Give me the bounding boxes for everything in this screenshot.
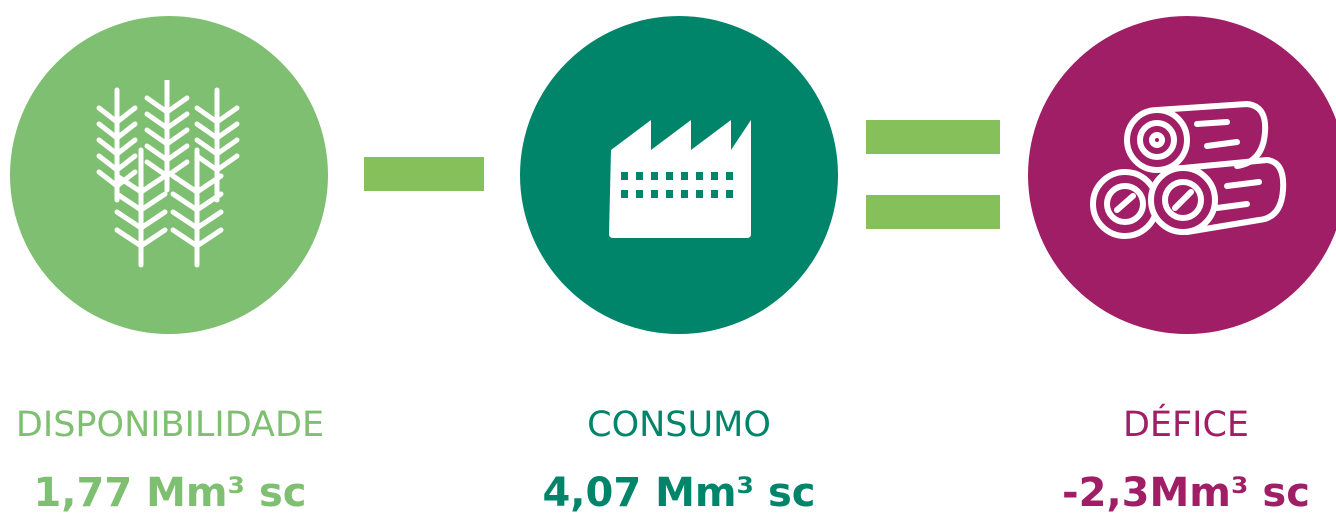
availability-value: 1,77 Mm³ sc bbox=[33, 470, 307, 516]
availability-label: DISPONIBILIDADE bbox=[15, 405, 325, 445]
tree-front-right bbox=[170, 147, 224, 268]
tree-back-middle bbox=[144, 80, 190, 193]
consumption-label: CONSUMO bbox=[587, 405, 771, 445]
availability-circle bbox=[10, 16, 328, 334]
equals-operator-top bbox=[866, 120, 1000, 154]
factory-icon bbox=[609, 120, 751, 238]
deficit-value: -2,3Mm³ sc bbox=[1062, 470, 1310, 516]
forest-icon bbox=[96, 80, 240, 268]
deficit-label: DÉFICE bbox=[1122, 405, 1250, 445]
tree-back-right bbox=[194, 87, 240, 203]
consumption-circle bbox=[520, 16, 838, 334]
deficit-circle bbox=[1028, 16, 1336, 334]
tree-back-left bbox=[96, 87, 138, 203]
consumption-value: 4,07 Mm³ sc bbox=[542, 470, 816, 516]
logs-icon bbox=[1090, 101, 1287, 239]
minus-operator bbox=[364, 157, 484, 191]
equals-operator-bottom bbox=[866, 195, 1000, 229]
tree-front-left bbox=[114, 147, 168, 268]
